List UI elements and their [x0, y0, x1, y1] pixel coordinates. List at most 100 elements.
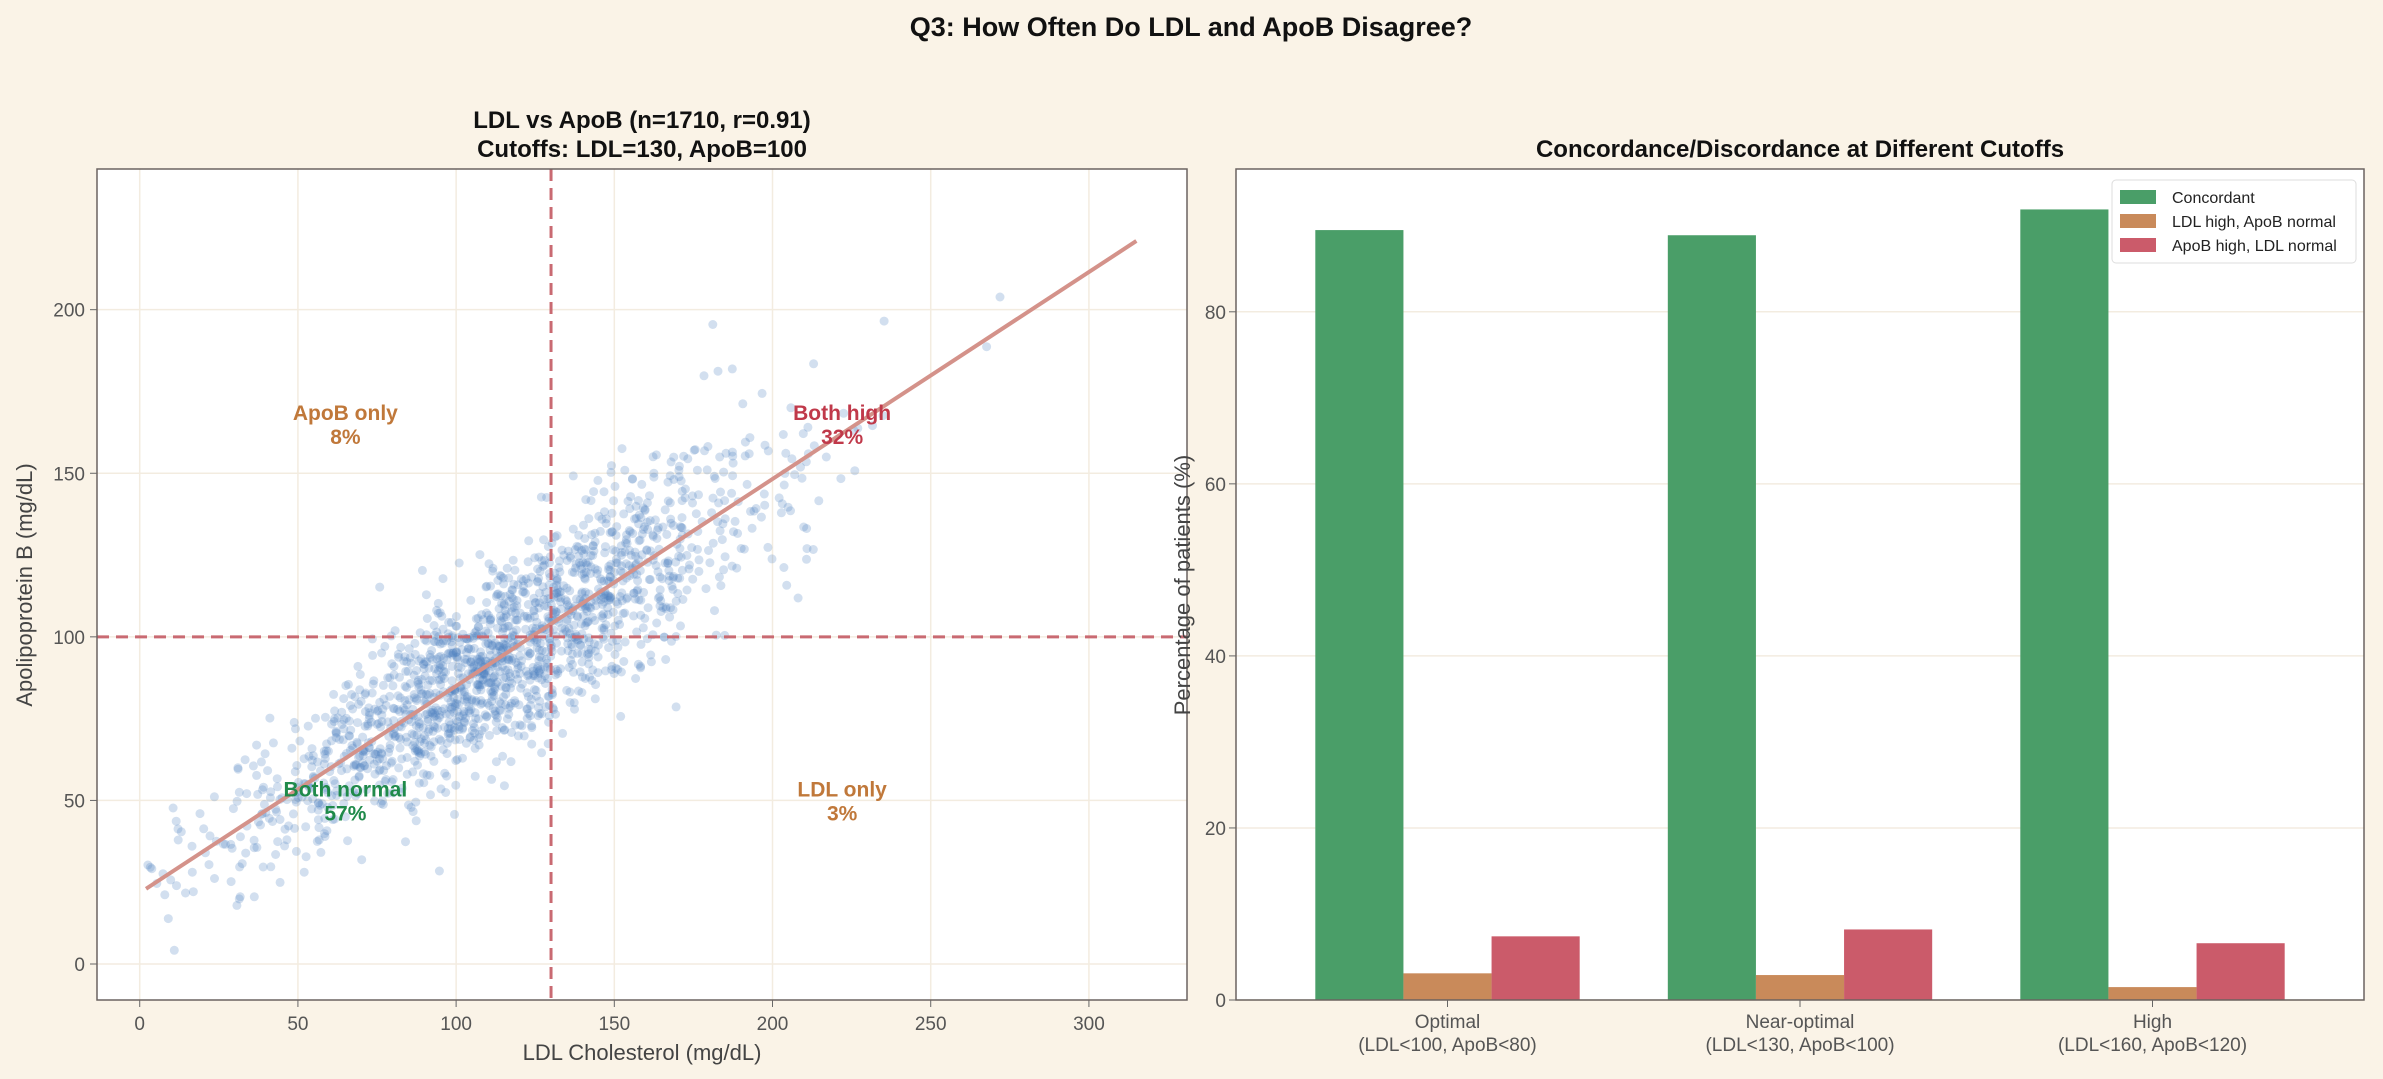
scatter-point — [487, 692, 497, 702]
scatter-point — [577, 587, 587, 597]
scatter-point — [616, 541, 626, 551]
scatter-point — [480, 710, 490, 720]
scatter-point — [402, 753, 412, 762]
scatter-point — [354, 772, 364, 782]
scatter-point — [519, 731, 529, 741]
scatter-point — [417, 565, 427, 575]
scatter-point — [490, 671, 500, 680]
scatter-point — [665, 471, 675, 481]
scatter-point — [666, 603, 675, 613]
scatter-point — [453, 652, 462, 662]
category-label: Near-optimal — [1746, 1012, 1855, 1033]
scatter-point — [519, 576, 528, 586]
scatter-point — [417, 674, 427, 684]
scatter-point — [577, 657, 587, 667]
scatter-point — [489, 672, 499, 682]
scatter-point — [519, 587, 529, 597]
scatter-point — [625, 527, 635, 537]
scatter-point — [464, 702, 474, 712]
scatter-point — [444, 717, 454, 727]
scatter-point — [475, 550, 485, 560]
scatter-point — [351, 791, 361, 801]
scatter-point — [716, 581, 726, 591]
scatter-point — [484, 678, 494, 688]
scatter-point — [521, 624, 531, 634]
scatter-point — [470, 728, 480, 738]
scatter-point — [524, 578, 533, 588]
scatter-point — [552, 531, 562, 541]
scatter-point — [475, 652, 485, 661]
scatter-point — [607, 508, 617, 518]
scatter-point — [584, 649, 594, 658]
scatter-point — [606, 592, 616, 602]
scatter-point — [469, 661, 479, 671]
scatter-point — [608, 545, 618, 555]
scatter-point — [505, 701, 515, 711]
scatter-point — [628, 474, 637, 484]
scatter-point — [504, 654, 514, 664]
scatter-point — [483, 638, 493, 648]
scatter-point — [373, 747, 383, 757]
scatter-point — [516, 661, 526, 671]
scatter-point — [449, 693, 459, 703]
scatter-point — [569, 667, 578, 677]
scatter-point — [387, 777, 397, 787]
scatter-point — [665, 498, 675, 508]
scatter-point — [273, 837, 283, 847]
scatter-point — [499, 579, 509, 589]
scatter-point — [500, 640, 510, 649]
scatter-point — [469, 735, 479, 745]
scatter-point — [588, 541, 598, 551]
scatter-point — [378, 754, 388, 764]
scatter-point — [488, 641, 497, 651]
scatter-point — [337, 707, 347, 717]
scatter-point — [404, 695, 414, 705]
scatter-point — [427, 646, 437, 655]
scatter-point — [371, 749, 381, 759]
scatter-point — [633, 659, 643, 669]
scatter-point — [385, 673, 395, 683]
scatter-point — [484, 701, 494, 710]
scatter-point — [437, 706, 447, 716]
scatter-point — [551, 670, 560, 680]
scatter-point — [474, 622, 484, 632]
scatter-point — [433, 723, 442, 733]
scatter-point — [335, 735, 344, 744]
scatter-point — [474, 654, 484, 664]
scatter-point — [562, 633, 572, 643]
scatter-point — [410, 638, 420, 648]
scatter-point — [432, 669, 442, 679]
scatter-point — [439, 674, 449, 683]
scatter-point — [710, 606, 719, 616]
scatter-point — [354, 771, 364, 781]
scatter-point — [400, 696, 410, 705]
scatter-point — [701, 584, 711, 594]
scatter-point — [469, 660, 479, 670]
scatter-point — [475, 673, 485, 683]
scatter-point — [486, 615, 496, 625]
scatter-point — [585, 602, 595, 612]
scatter-point — [348, 787, 358, 796]
scatter-point — [620, 547, 630, 557]
scatter-point — [383, 673, 393, 683]
scatter-point — [553, 666, 563, 676]
scatter-point — [692, 465, 702, 475]
scatter-point — [367, 688, 377, 698]
scatter-point — [471, 714, 481, 723]
scatter-point — [451, 647, 461, 657]
scatter-point — [559, 550, 569, 560]
scatter-point — [446, 697, 456, 707]
scatter-point — [644, 575, 654, 585]
scatter-point — [495, 667, 505, 676]
scatter-point — [468, 633, 478, 643]
scatter-point — [411, 797, 421, 807]
scatter-point — [523, 651, 533, 661]
scatter-point — [428, 709, 438, 719]
scatter-point — [537, 675, 547, 685]
category-sublabel: (LDL<160, ApoB<120) — [2058, 1035, 2247, 1056]
scatter-point — [228, 804, 238, 814]
scatter-point — [443, 693, 453, 703]
scatter-point — [660, 558, 670, 568]
scatter-point — [500, 725, 510, 735]
quadrant-label: Both normal — [284, 778, 408, 801]
